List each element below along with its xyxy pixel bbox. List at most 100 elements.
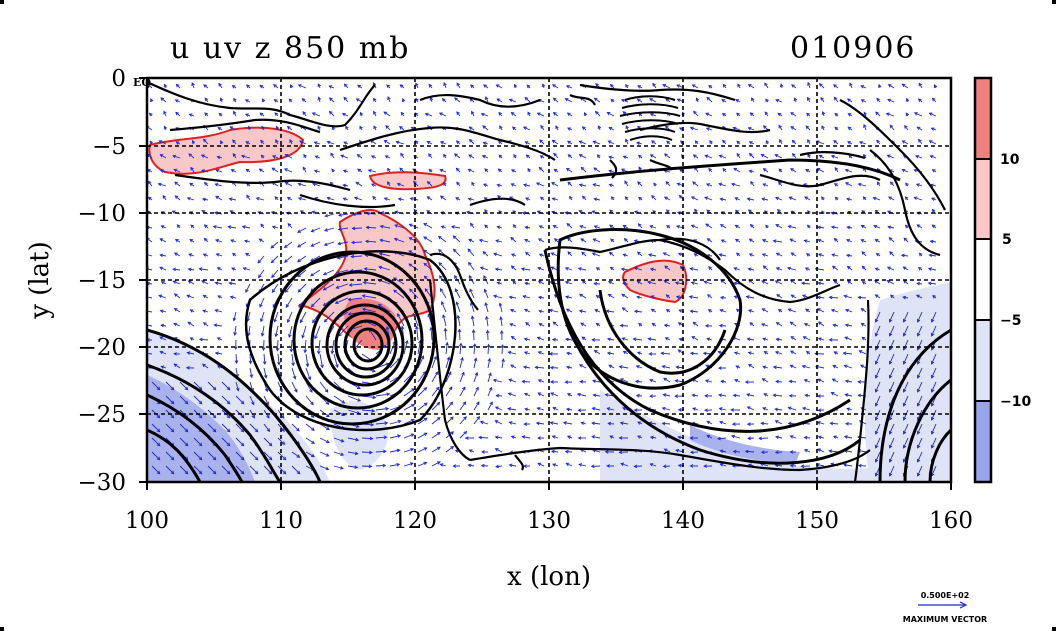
wind-vector-head <box>609 435 614 439</box>
wind-vector <box>159 140 167 145</box>
wind-vector-head <box>861 265 866 270</box>
wind-vector-head <box>262 361 267 366</box>
wind-vector-head <box>817 378 822 382</box>
wind-vector-head <box>284 154 289 158</box>
wind-vector <box>179 395 189 405</box>
wind-vector-head <box>337 227 342 232</box>
wind-vector <box>158 294 167 299</box>
wind-vector <box>875 395 881 407</box>
wind-vector-head <box>634 210 638 214</box>
wind-vector <box>931 311 937 323</box>
wind-vector <box>174 293 181 299</box>
wind-vector <box>442 314 447 327</box>
wind-vector-head <box>902 444 907 449</box>
wind-vector-head <box>748 309 752 313</box>
wind-vector-head <box>282 470 287 475</box>
wind-vector-head <box>277 361 281 366</box>
wind-vector-head <box>636 141 641 146</box>
wind-vector-head <box>198 470 203 475</box>
wind-vector-head <box>649 113 654 117</box>
wind-vector <box>790 112 797 117</box>
wind-vector <box>271 269 279 278</box>
wind-vector-head <box>399 126 403 130</box>
wind-vector-head <box>651 194 655 199</box>
wind-vector-head <box>443 327 448 332</box>
wind-vector-head <box>829 421 834 426</box>
wind-vector-head <box>663 196 668 200</box>
wind-vector-head <box>747 209 752 213</box>
wind-vector <box>201 169 209 173</box>
wind-vector <box>375 464 386 467</box>
wind-vector-head <box>844 168 849 173</box>
wind-vector-head <box>409 288 413 293</box>
wind-vector <box>651 195 657 201</box>
wind-vector <box>305 353 309 367</box>
wind-vector <box>263 395 269 405</box>
wind-vector-head <box>678 194 683 199</box>
wind-vector-head <box>890 294 894 299</box>
wind-vector-head <box>689 464 694 468</box>
wind-vector-head <box>492 294 498 299</box>
wind-vector-head <box>281 441 286 446</box>
wind-vector <box>620 325 629 327</box>
wind-vector-head <box>334 300 339 305</box>
wind-vector-head <box>928 140 933 144</box>
wind-vector-head <box>802 336 807 340</box>
wind-vector-head <box>325 453 330 457</box>
wind-vector <box>347 465 358 468</box>
wind-vector <box>928 268 937 271</box>
wind-vector-head <box>270 259 275 264</box>
wind-vector-head <box>580 322 584 327</box>
wind-vector-head <box>471 329 476 333</box>
wind-vector <box>241 155 251 159</box>
wind-vector-head <box>552 407 557 411</box>
wind-vector <box>691 336 699 341</box>
wind-vector <box>291 423 300 432</box>
wind-vector <box>473 358 477 369</box>
wind-vector <box>299 140 307 145</box>
wind-vector-head <box>720 379 725 384</box>
wind-vector-head <box>876 181 881 186</box>
wind-vector-head <box>149 140 154 145</box>
wind-vector-head <box>761 280 766 284</box>
wind-vector <box>467 248 475 257</box>
wind-vector-head <box>537 392 542 396</box>
wind-vector-head <box>271 225 276 230</box>
wind-vector-head <box>862 196 867 200</box>
wind-vector-head <box>466 210 470 215</box>
wind-vector-head <box>763 350 768 355</box>
wind-vector-head <box>633 239 638 243</box>
wind-vector-head <box>351 226 356 231</box>
wind-vector-head <box>259 84 264 89</box>
wind-vector-head <box>638 166 642 171</box>
wind-vector-head <box>551 197 556 201</box>
wind-vector-head <box>860 85 865 89</box>
wind-vector-head <box>356 154 361 158</box>
wind-vector <box>817 421 825 425</box>
wind-vector <box>444 328 447 341</box>
wind-vector <box>577 393 587 397</box>
wind-vector-head <box>818 83 823 87</box>
wind-vector <box>270 241 279 249</box>
wind-vector-head <box>831 253 836 257</box>
wind-vector-head <box>289 84 294 89</box>
wind-vector <box>551 182 559 187</box>
wind-vector-head <box>901 140 906 144</box>
wind-vector-head <box>676 84 681 88</box>
wind-vector <box>319 353 323 368</box>
wind-vector-head <box>847 141 851 145</box>
wind-vector <box>389 358 401 369</box>
wind-vector-head <box>303 153 307 158</box>
wind-vector-head <box>478 435 482 440</box>
wind-vector-head <box>157 182 162 187</box>
wind-vector-head <box>189 309 194 313</box>
wind-vector <box>931 465 937 477</box>
wind-vector <box>748 127 755 131</box>
wind-vector-head <box>268 442 273 447</box>
wind-vector-head <box>156 442 161 447</box>
wind-vector <box>538 238 545 243</box>
wind-vector <box>592 449 601 453</box>
wind-vector-head <box>439 195 444 200</box>
wind-vector-head <box>214 351 219 356</box>
wind-vector <box>787 267 797 271</box>
